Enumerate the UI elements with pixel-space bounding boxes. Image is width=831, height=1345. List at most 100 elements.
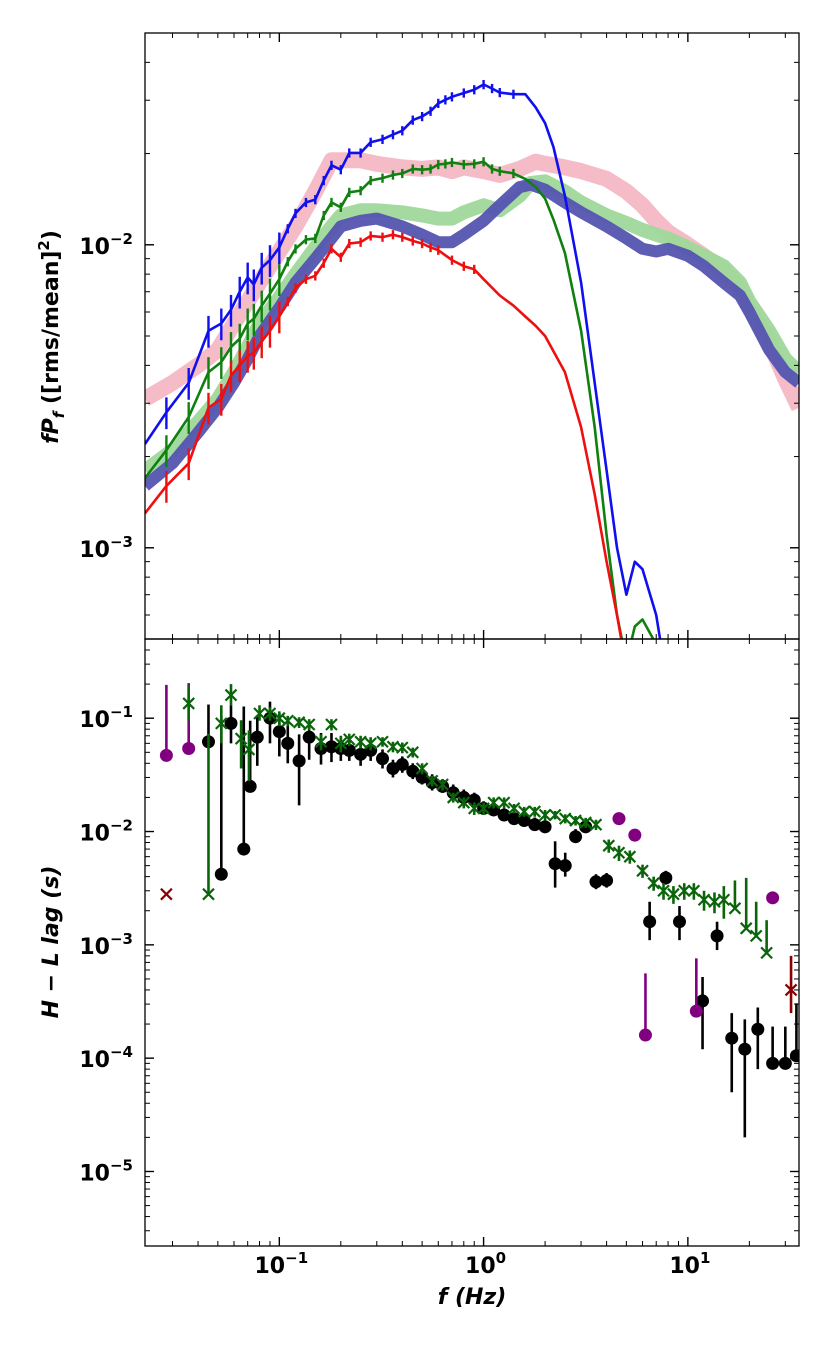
point-black-dots bbox=[528, 818, 542, 832]
point-black-dots bbox=[237, 842, 251, 856]
point-black-dots bbox=[789, 1049, 799, 1063]
bottom-y-axis-label: H − L lag (s) bbox=[39, 866, 64, 1019]
point-green-crosses bbox=[517, 805, 531, 818]
point-green-crosses bbox=[325, 718, 338, 731]
point-black-dots bbox=[507, 812, 521, 826]
point-green-crosses bbox=[558, 812, 572, 825]
point-purple-dots bbox=[182, 742, 196, 756]
series-line-red bbox=[145, 233, 623, 639]
point-green-crosses bbox=[292, 716, 306, 729]
point-black-dots bbox=[302, 730, 316, 744]
point-black-dots bbox=[224, 716, 238, 730]
point-darkred-crosses bbox=[784, 983, 798, 997]
x-tick-label: 100 bbox=[465, 1249, 506, 1279]
point-green-crosses bbox=[477, 802, 490, 815]
point-black-dots bbox=[415, 770, 429, 784]
point-black-dots bbox=[548, 857, 562, 871]
point-green-crosses bbox=[396, 741, 409, 754]
point-green-crosses bbox=[749, 929, 763, 943]
point-green-crosses bbox=[739, 922, 753, 935]
bottom-axes-frame bbox=[144, 638, 800, 1247]
top-axes-frame bbox=[144, 32, 800, 640]
point-green-crosses bbox=[446, 791, 460, 804]
point-green-crosses bbox=[589, 818, 603, 831]
point-green-crosses bbox=[623, 850, 637, 863]
point-black-dots bbox=[751, 1022, 765, 1036]
point-green-crosses bbox=[376, 735, 389, 749]
x-tick-label: 101 bbox=[669, 1249, 710, 1279]
point-green-crosses bbox=[647, 876, 660, 890]
point-green-crosses bbox=[263, 707, 277, 720]
bottom-y-tick-label: 10−4 bbox=[79, 1043, 133, 1073]
model-band-light-green-model bbox=[145, 174, 799, 477]
point-black-dots bbox=[538, 820, 552, 834]
point-green-crosses bbox=[215, 717, 228, 730]
bottom-ticks: 10−1 10−2 10−3 10−4 10−5 10−1 100 101 bbox=[79, 638, 799, 1279]
point-green-crosses bbox=[354, 735, 367, 749]
point-black-dots bbox=[672, 915, 686, 929]
point-purple-dots bbox=[159, 748, 173, 762]
point-green-crosses bbox=[467, 802, 481, 815]
series-line-blue bbox=[145, 83, 662, 639]
point-green-crosses bbox=[569, 814, 582, 827]
point-purple-dots bbox=[612, 812, 626, 826]
point-green-crosses bbox=[415, 762, 429, 775]
bottom-y-tick-label: 10−2 bbox=[79, 817, 133, 847]
point-black-dots bbox=[406, 764, 420, 778]
point-black-dots bbox=[243, 779, 257, 793]
point-green-crosses bbox=[242, 743, 256, 756]
point-green-crosses bbox=[182, 697, 195, 710]
point-black-dots bbox=[467, 793, 481, 807]
point-green-crosses bbox=[224, 688, 238, 702]
point-black-dots bbox=[558, 859, 572, 873]
x-tick-label: 10−1 bbox=[255, 1249, 309, 1279]
bottom-y-tick-label: 10−3 bbox=[79, 930, 133, 960]
point-green-crosses bbox=[281, 714, 295, 728]
point-black-dots bbox=[589, 875, 603, 889]
point-black-dots bbox=[569, 830, 583, 844]
point-black-dots bbox=[600, 873, 614, 887]
top-ticks: 10−2 10−3 bbox=[79, 32, 799, 640]
point-green-crosses bbox=[697, 893, 711, 907]
point-black-dots bbox=[643, 915, 657, 929]
point-green-crosses bbox=[528, 805, 542, 818]
bottom-y-tick-label: 10−5 bbox=[79, 1156, 133, 1186]
point-green-crosses bbox=[487, 796, 500, 809]
point-green-crosses bbox=[760, 946, 773, 960]
point-black-dots bbox=[292, 754, 306, 768]
point-purple-dots bbox=[638, 1028, 652, 1042]
bottom-panel: 10−1 10−2 10−3 10−4 10−5 10−1 100 101 H − L lag… bbox=[39, 638, 800, 1310]
point-green-crosses bbox=[334, 737, 348, 750]
point-black-dots bbox=[281, 736, 295, 750]
point-green-crosses bbox=[717, 893, 731, 907]
point-black-dots bbox=[376, 752, 390, 766]
bottom-plot-area bbox=[159, 683, 799, 1138]
point-green-crosses bbox=[728, 902, 742, 915]
point-black-dots bbox=[214, 867, 228, 881]
point-black-dots bbox=[272, 725, 286, 739]
point-green-crosses bbox=[602, 839, 616, 852]
point-green-crosses bbox=[548, 808, 562, 822]
point-green-crosses bbox=[436, 778, 449, 791]
point-black-dots bbox=[497, 808, 511, 822]
point-black-dots bbox=[395, 758, 409, 772]
point-green-crosses bbox=[538, 808, 552, 822]
point-green-crosses bbox=[234, 732, 248, 745]
point-green-crosses bbox=[612, 846, 626, 860]
point-black-dots bbox=[725, 1031, 739, 1045]
point-green-crosses bbox=[636, 864, 649, 878]
top-panel: 10−2 10−3 fPf ([rms/mean]2) bbox=[35, 32, 800, 640]
point-black-dots bbox=[517, 814, 531, 828]
point-black-dots bbox=[659, 871, 673, 885]
point-purple-dots bbox=[628, 828, 642, 842]
point-green-crosses bbox=[708, 895, 721, 909]
point-green-crosses bbox=[687, 884, 701, 898]
point-black-dots bbox=[354, 747, 368, 761]
point-green-crosses bbox=[667, 887, 680, 901]
top-y-tick-label: 10−2 bbox=[79, 230, 133, 260]
model-band-navy-model bbox=[145, 178, 799, 491]
point-green-crosses bbox=[507, 802, 521, 815]
bottom-y-tick-label: 10−1 bbox=[79, 703, 133, 733]
top-y-axis-label: fPf ([rms/mean]2) bbox=[35, 230, 68, 444]
point-green-crosses bbox=[677, 884, 691, 898]
